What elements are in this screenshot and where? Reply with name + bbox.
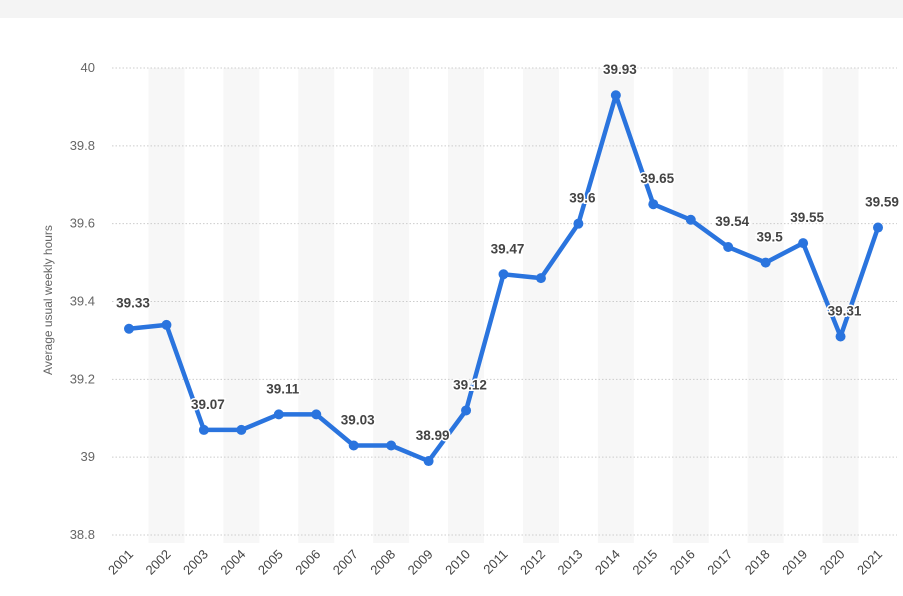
data-point (423, 456, 434, 467)
data-point (760, 257, 771, 268)
data-point (198, 424, 209, 435)
data-point (835, 331, 846, 342)
data-point (311, 409, 322, 420)
x-tick-label: 2016 (667, 547, 698, 578)
data-label: 39.47 (491, 241, 525, 256)
x-tick-label: 2015 (629, 547, 660, 578)
data-label: 39.33 (116, 296, 150, 311)
column-band (747, 68, 784, 543)
x-tick-label: 2003 (180, 547, 211, 578)
x-tick-label: 2018 (742, 547, 773, 578)
x-tick-label: 2014 (592, 547, 623, 578)
x-tick-label: 2013 (554, 547, 585, 578)
data-point (648, 199, 659, 210)
column-band (373, 68, 410, 543)
x-tick-label: 2017 (704, 547, 735, 578)
data-point (685, 214, 696, 225)
data-label: 39.65 (640, 171, 674, 186)
data-point (161, 319, 172, 330)
data-point (798, 238, 809, 249)
column-band (223, 68, 260, 543)
data-point (535, 273, 546, 284)
data-label: 39.54 (715, 214, 749, 229)
column-band (597, 68, 634, 543)
x-tick-label: 2005 (255, 547, 286, 578)
y-tick-label: 38.8 (70, 527, 95, 542)
x-tick-label: 2020 (817, 547, 848, 578)
data-point (610, 90, 621, 101)
data-point (461, 405, 472, 416)
data-label: 39.55 (790, 210, 824, 225)
x-tick-label: 2011 (480, 547, 510, 577)
column-band (298, 68, 335, 543)
x-tick-label: 2004 (217, 547, 248, 578)
data-point (348, 440, 359, 451)
data-point (236, 424, 247, 435)
y-tick-label: 39.4 (70, 294, 95, 309)
column-band (672, 68, 709, 543)
data-point (573, 218, 584, 229)
data-point (386, 440, 397, 451)
x-tick-label: 2008 (367, 547, 398, 578)
x-tick-label: 2012 (517, 547, 548, 578)
x-tick-label: 2010 (442, 547, 473, 578)
data-label: 39.5 (757, 230, 784, 245)
y-tick-label: 39.2 (70, 371, 95, 386)
data-label: 39.59 (865, 195, 899, 210)
data-label: 39.11 (266, 381, 300, 396)
data-label: 39.12 (453, 377, 487, 392)
data-label: 39.6 (569, 191, 596, 206)
x-tick-label: 2006 (292, 547, 323, 578)
data-point (723, 242, 734, 253)
x-tick-label: 2021 (854, 547, 885, 578)
data-label: 39.07 (191, 397, 225, 412)
data-label: 39.03 (341, 412, 375, 427)
data-label: 39.93 (603, 62, 637, 77)
data-point (498, 269, 509, 280)
x-tick-label: 2001 (105, 547, 136, 578)
x-tick-label: 2009 (405, 547, 436, 578)
data-point (273, 409, 284, 420)
data-label: 38.99 (416, 428, 450, 443)
data-point (124, 323, 134, 334)
data-label: 39.31 (828, 304, 862, 319)
y-tick-label: 39 (81, 449, 95, 464)
y-tick-label: 39.6 (70, 216, 95, 231)
x-tick-label: 2019 (779, 547, 810, 578)
y-axis-title: Average usual weekly hours (41, 225, 55, 375)
x-tick-label: 2007 (330, 547, 361, 578)
y-tick-label: 39.8 (70, 138, 95, 153)
top-strip (0, 0, 903, 18)
column-band (148, 68, 185, 543)
column-band (448, 68, 485, 543)
column-band (522, 68, 559, 543)
x-tick-label: 2002 (143, 547, 174, 578)
y-tick-label: 40 (81, 60, 95, 75)
data-point (873, 222, 883, 233)
